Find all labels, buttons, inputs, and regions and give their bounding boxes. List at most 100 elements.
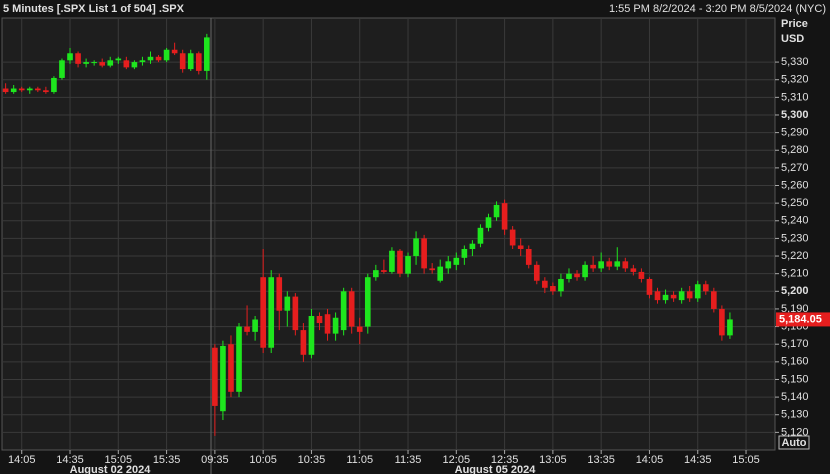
candle-body [147,56,154,61]
x-tick-label: 12:35 [491,454,519,466]
last-price-label: 5,184.05 [779,313,822,325]
y-tick-label: 5,260 [781,179,809,191]
candle-body [670,294,677,299]
candle-body [252,319,258,332]
candle-body [324,314,331,334]
y-tick-label: 5,130 [781,409,809,421]
candle-body [485,217,492,228]
candle-body [654,291,661,301]
candle-body [171,49,178,54]
x-tick-label: 10:05 [249,454,277,466]
candle-body [131,62,138,68]
candle-body [35,88,41,91]
x-tick-label: 14:35 [684,454,712,466]
candle-body [630,268,637,272]
candle-body [332,317,339,334]
grid [2,18,775,450]
y-tick-label: 5,310 [781,91,809,103]
candle-body [244,326,250,332]
candle-body [2,88,9,93]
candle-body [413,238,419,257]
candle-body [461,248,468,258]
y-tick-label: 5,120 [781,426,809,438]
candle-body [493,204,500,218]
y-tick-label: 5,160 [781,356,809,368]
candle-body [276,277,283,311]
candle-body [195,53,202,71]
candle-body [123,60,130,68]
candle-body [348,291,355,327]
y-tick-label: 5,280 [781,144,809,156]
candle-body [107,60,114,66]
candle-body [694,284,701,299]
candle-body [445,261,452,269]
x-tick-label: 10:35 [298,454,326,466]
candle-body [678,291,685,301]
candle-body [179,53,186,70]
candle-body [509,229,516,246]
candle-body [91,62,97,64]
candle-body [204,37,210,71]
y-tick-label: 5,250 [781,197,809,209]
candle-body [10,88,17,93]
candle-body [99,62,106,66]
candle-body [187,53,194,70]
candle-body [51,77,57,93]
candle-body [405,256,411,274]
candle-body [614,261,621,267]
candle-body [542,280,548,288]
candle-body [421,238,427,269]
candle-body [702,284,709,292]
y-tick-label: 5,150 [781,373,809,385]
x-tick-label: 15:35 [153,454,181,466]
candle-body [308,315,315,355]
candle-body [163,49,170,61]
y-tick-label: 5,220 [781,250,809,262]
candle-body [574,273,580,278]
candle-body [381,270,387,272]
date-label: August 02 2024 [70,464,152,474]
x-tick-label: 11:35 [395,454,422,466]
candle-body [220,345,226,412]
candle-body [75,53,81,64]
candle-body [373,270,379,278]
candle-body [437,266,444,281]
candle-body [477,227,484,244]
y-tick-label: 5,300 [781,109,809,121]
candle-body [292,296,299,331]
candle-body [364,277,371,327]
x-tick-label: 13:05 [539,454,567,466]
x-tick-label: 11:05 [346,454,373,466]
candle-body [43,90,49,93]
candle-body [59,60,65,78]
candle-body [711,291,717,309]
candle-body [558,278,564,292]
candle-body [453,257,460,265]
candle-body [622,261,629,269]
candle-body [284,296,291,311]
auto-button-label[interactable]: Auto [781,437,806,449]
candle-body [469,243,476,249]
candle-body [533,264,540,281]
candle-body [566,273,572,279]
y-axis-unit: USD [781,33,804,45]
y-tick-label: 5,290 [781,127,809,139]
candle-body [300,330,307,355]
candle-body [590,264,596,269]
x-tick-label: 14:05 [636,454,664,466]
candle-body [389,250,395,272]
candle-body [719,308,725,336]
y-tick-label: 5,320 [781,74,809,86]
candle-body [582,264,588,278]
y-tick-label: 5,210 [781,268,809,280]
candle-body [429,268,435,271]
chart-subtitle: 1:55 PM 8/2/2024 - 3:20 PM 8/5/2024 (NYC… [609,3,826,15]
candle-body [606,261,613,267]
candle-body [646,278,653,295]
y-tick-label: 5,330 [781,56,809,68]
y-tick-label: 5,140 [781,391,809,403]
candle-body [316,315,323,324]
auto-button[interactable] [778,435,810,450]
